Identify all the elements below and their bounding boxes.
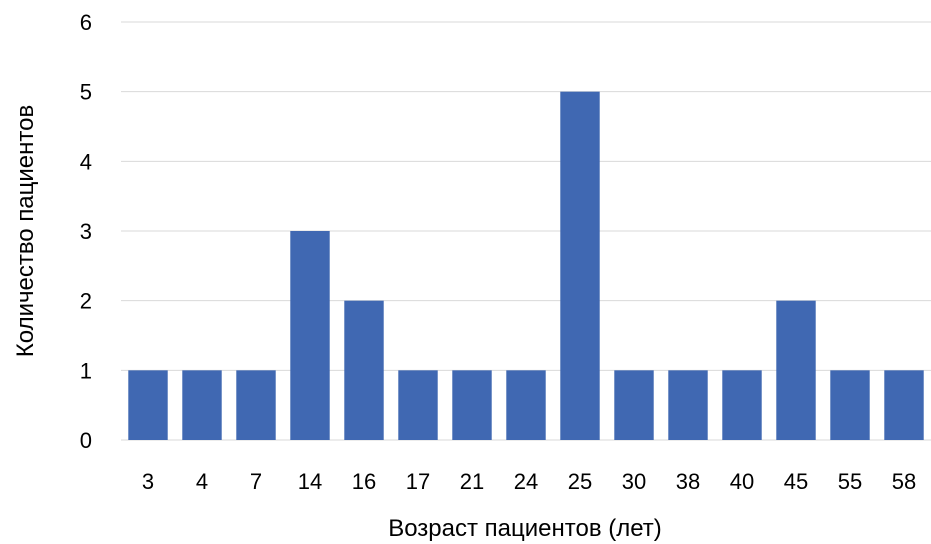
x-tick-label: 4 xyxy=(196,469,208,494)
y-axis-ticks: 0 1 2 3 4 5 6 xyxy=(80,10,92,453)
y-axis-title: Количество пациентов xyxy=(12,105,39,357)
bar-40 xyxy=(722,370,762,440)
x-axis-title: Возраст пациентов (лет) xyxy=(388,515,662,542)
y-tick-label: 1 xyxy=(80,358,92,383)
x-tick-label: 25 xyxy=(568,469,592,494)
bar-38 xyxy=(668,370,708,440)
y-tick-label: 5 xyxy=(80,80,92,105)
y-tick-label: 0 xyxy=(80,428,92,453)
x-tick-label: 30 xyxy=(622,469,646,494)
x-tick-label: 45 xyxy=(784,469,808,494)
bar-24 xyxy=(506,370,546,440)
bar-25 xyxy=(560,91,600,441)
bar-45 xyxy=(776,300,816,440)
x-tick-label: 58 xyxy=(892,469,916,494)
bar-7 xyxy=(236,370,276,440)
x-tick-label: 14 xyxy=(298,469,322,494)
bar-21 xyxy=(452,370,492,440)
bar-16 xyxy=(344,300,384,440)
y-tick-label: 4 xyxy=(80,149,92,174)
x-tick-label: 7 xyxy=(250,469,262,494)
y-tick-label: 3 xyxy=(80,219,92,244)
bar-3 xyxy=(128,370,168,440)
x-tick-label: 38 xyxy=(676,469,700,494)
bars xyxy=(128,91,924,441)
y-tick-label: 2 xyxy=(80,289,92,314)
x-tick-label: 55 xyxy=(838,469,862,494)
x-tick-label: 16 xyxy=(352,469,376,494)
x-tick-label: 40 xyxy=(730,469,754,494)
bar-14 xyxy=(290,231,330,440)
bar-30 xyxy=(614,370,654,440)
x-tick-label: 21 xyxy=(460,469,484,494)
x-tick-label: 24 xyxy=(514,469,538,494)
y-tick-label: 6 xyxy=(80,10,92,35)
bar-4 xyxy=(182,370,222,440)
bar-55 xyxy=(830,370,870,440)
x-tick-label: 17 xyxy=(406,469,430,494)
bar-17 xyxy=(398,370,438,440)
bar-58 xyxy=(884,370,924,440)
x-axis-ticks: 3 4 7 14 16 17 21 24 25 30 38 40 45 55 58 xyxy=(142,469,916,494)
x-tick-label: 3 xyxy=(142,469,154,494)
